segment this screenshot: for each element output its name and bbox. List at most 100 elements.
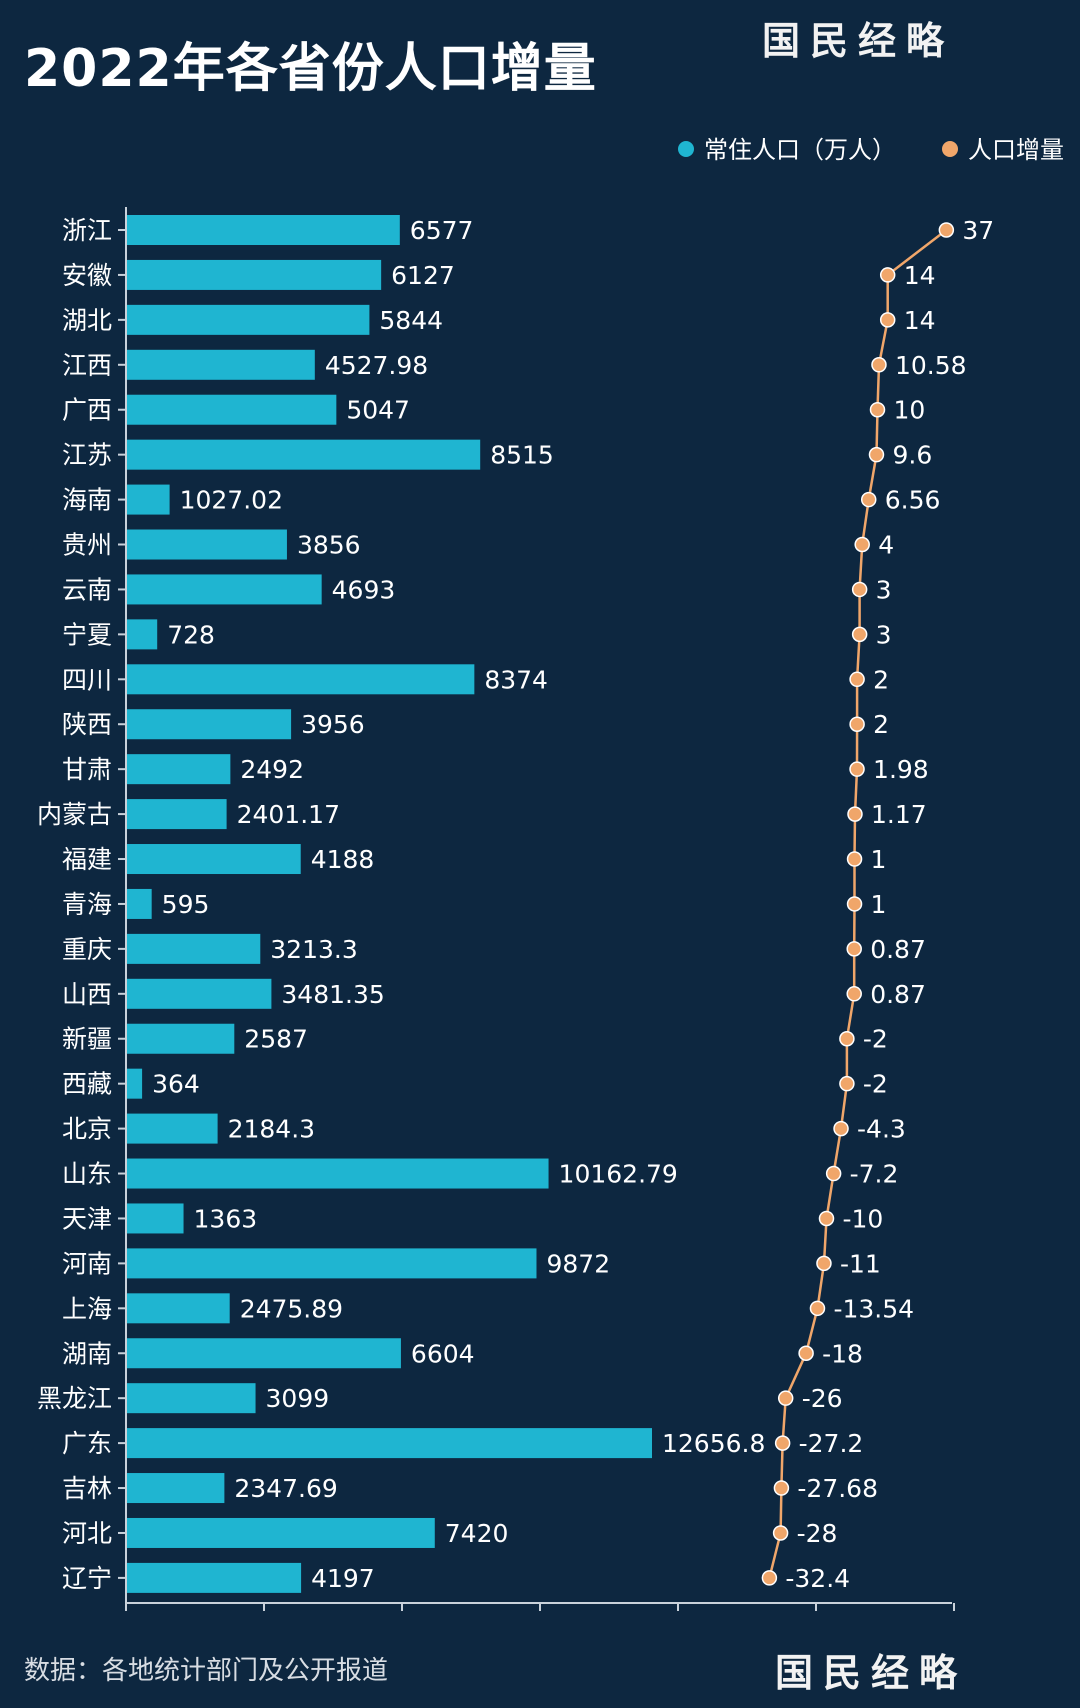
increase-point [860, 491, 877, 508]
increase-value-label: 1 [871, 845, 887, 874]
population-bar [127, 754, 231, 785]
increase-value-label: -11 [840, 1249, 881, 1278]
population-bar [127, 1428, 652, 1459]
population-value-label: 1363 [194, 1204, 258, 1233]
population-value-label: 1027.02 [180, 486, 283, 515]
population-bar [127, 844, 301, 875]
population-bar [127, 1383, 256, 1414]
population-bar [127, 1248, 537, 1279]
population-value-label: 2347.69 [234, 1474, 337, 1503]
increase-point [846, 986, 862, 1002]
increase-value-label: -7.2 [850, 1160, 899, 1189]
increase-point [839, 1030, 855, 1047]
population-bar [127, 259, 382, 290]
population-value-label: 9872 [546, 1249, 610, 1278]
increase-point [849, 716, 865, 732]
increase-point [854, 536, 870, 553]
population-value-label: 2401.17 [237, 800, 340, 829]
increase-point [846, 941, 862, 957]
category-label: 黑龙江 [37, 1384, 112, 1413]
population-bar [127, 1517, 435, 1548]
population-bar [127, 1068, 143, 1099]
population-value-label: 12656.8 [662, 1429, 765, 1458]
increase-value-label: -28 [797, 1519, 838, 1548]
category-label: 广东 [62, 1429, 112, 1458]
increase-value-label: 14 [904, 261, 936, 290]
population-value-label: 7420 [445, 1519, 509, 1548]
increase-value-label: 1 [871, 890, 887, 919]
population-value-label: 5047 [346, 396, 410, 425]
category-label: 宁夏 [62, 620, 112, 649]
increase-value-label: -18 [822, 1339, 863, 1368]
increase-point [774, 1435, 791, 1451]
increase-value-label: -32.4 [785, 1564, 850, 1593]
increase-value-label: 10.58 [895, 351, 967, 380]
population-bar [127, 1293, 230, 1324]
chart-title: 2022年各省份人口增量 [24, 39, 597, 99]
population-bar [127, 619, 158, 650]
increase-point [816, 1255, 832, 1272]
increase-point [851, 626, 868, 643]
increase-value-label: -26 [802, 1384, 843, 1413]
population-value-label: 3481.35 [281, 980, 384, 1009]
population-value-label: 728 [167, 620, 215, 649]
population-value-label: 3099 [266, 1384, 330, 1413]
category-label: 贵州 [62, 531, 112, 560]
increase-value-label: -27.68 [797, 1474, 878, 1503]
increase-value-label: 37 [962, 216, 994, 245]
category-label: 海南 [62, 486, 112, 515]
category-label: 辽宁 [62, 1564, 112, 1593]
category-label: 湖北 [62, 306, 112, 335]
increase-value-label: 2 [873, 665, 889, 694]
population-bar [127, 1023, 235, 1054]
increase-point [871, 357, 887, 373]
increase-point [773, 1480, 790, 1496]
increase-value-label: 2 [873, 710, 889, 739]
population-value-label: 2475.89 [240, 1294, 343, 1323]
category-label: 重庆 [62, 935, 112, 964]
increase-point [761, 1570, 778, 1586]
category-label: 天津 [62, 1204, 112, 1233]
population-bar [127, 1338, 401, 1369]
population-value-label: 6127 [391, 261, 455, 290]
legend-marker-increase [942, 141, 958, 157]
population-bar [127, 1473, 225, 1504]
legend-marker-population [678, 141, 694, 157]
increase-point [847, 806, 863, 822]
population-value-label: 2492 [240, 755, 304, 784]
increase-point [833, 1120, 849, 1137]
population-value-label: 3856 [297, 531, 361, 560]
increase-point [798, 1345, 814, 1361]
population-bar [127, 1158, 549, 1189]
category-label: 陕西 [62, 710, 112, 739]
population-bar [127, 664, 475, 695]
increase-point [846, 851, 863, 867]
population-value-label: 6577 [410, 216, 474, 245]
population-bar [127, 799, 227, 830]
increase-point [879, 312, 896, 328]
category-label: 吉林 [62, 1474, 112, 1503]
increase-point [846, 896, 863, 912]
increase-point [849, 671, 865, 688]
population-bar [127, 709, 292, 740]
population-value-label: 2587 [244, 1025, 308, 1054]
population-value-label: 3213.3 [270, 935, 357, 964]
category-label: 湖南 [62, 1339, 112, 1368]
population-bar [127, 304, 370, 335]
legend-label-population: 常住人口（万人） [704, 136, 896, 164]
category-label: 山西 [62, 980, 112, 1009]
population-value-label: 3956 [301, 710, 365, 739]
brand-logo-bottom: 国民经略 [775, 1650, 968, 1695]
increase-point [839, 1075, 855, 1092]
increase-value-label: 9.6 [892, 441, 932, 470]
brand-logo-top: 国民经略 [762, 18, 955, 63]
increase-value-label: 6.56 [885, 486, 941, 515]
increase-value-label: 1.98 [873, 755, 929, 784]
increase-value-label: -2 [863, 1025, 888, 1054]
population-value-label: 4188 [311, 845, 375, 874]
increase-value-label: 10 [894, 396, 926, 425]
increase-point [938, 222, 955, 238]
population-value-label: 4527.98 [325, 351, 428, 380]
increase-point [849, 761, 865, 777]
increase-point [879, 267, 896, 283]
